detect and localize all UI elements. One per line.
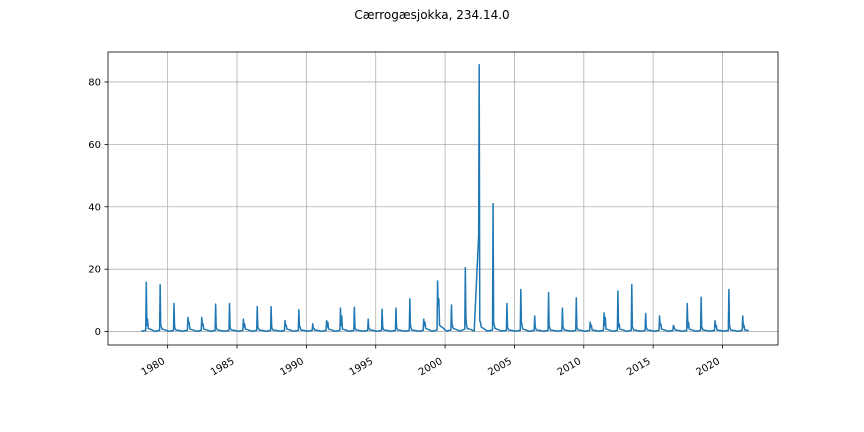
x-tick-label: 1990 <box>278 356 306 378</box>
series-layer <box>141 64 749 333</box>
plot-frame <box>107 51 779 346</box>
y-tick-label: 60 <box>88 140 101 151</box>
x-tick-label: 2010 <box>556 356 584 378</box>
x-tick-label: 1995 <box>348 356 376 378</box>
series-line <box>141 64 749 333</box>
x-tick-label: 2000 <box>417 356 445 378</box>
y-tick-label: 0 <box>95 327 101 338</box>
y-tick-label: 20 <box>88 265 101 276</box>
y-tick-label: 40 <box>88 202 101 213</box>
y-tick-label: 80 <box>88 77 101 88</box>
x-tick-label: 2015 <box>625 356 653 378</box>
x-tick-label: 1980 <box>140 356 168 378</box>
x-tick-label: 2020 <box>694 356 722 378</box>
y-axis: 0 20 40 60 80 <box>88 77 108 338</box>
chart-title: Cærrogæsjokka, 234.14.0 <box>354 8 509 22</box>
x-tick-label: 1985 <box>209 356 237 378</box>
x-tick-label: 2005 <box>486 356 514 378</box>
x-axis: 1980 1985 1990 1995 2000 2005 2010 2015 2020 <box>140 345 723 378</box>
grid <box>108 52 778 345</box>
